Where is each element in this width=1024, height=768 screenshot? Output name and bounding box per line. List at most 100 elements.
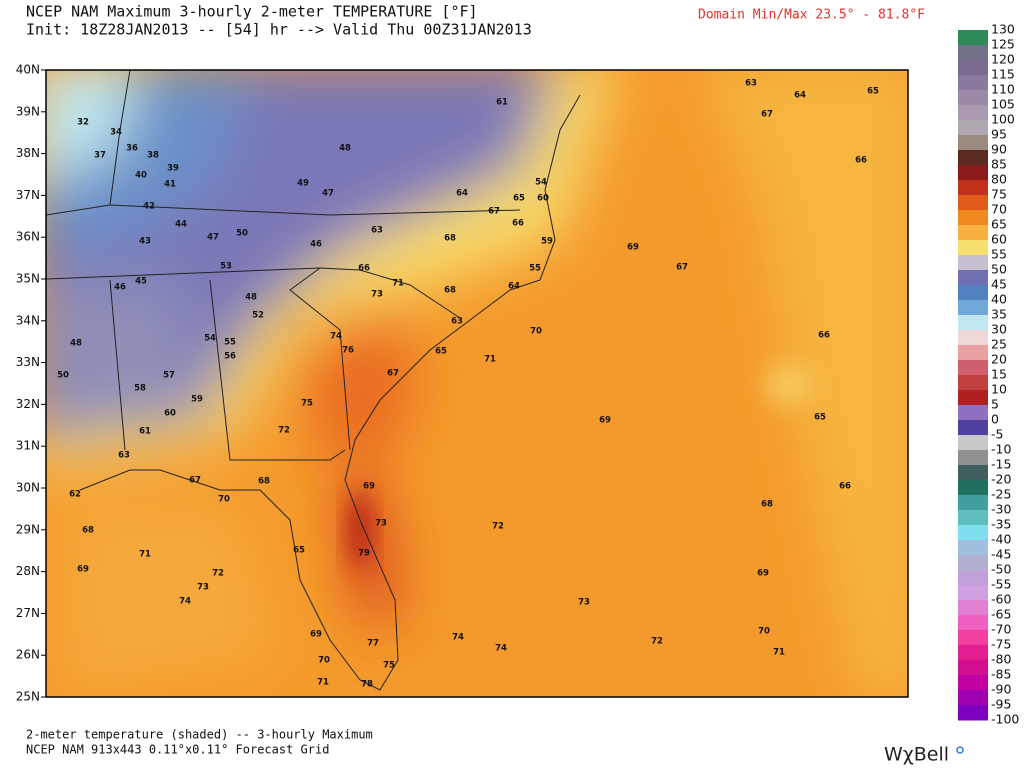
colorbar-label: -85 xyxy=(991,667,1011,682)
station-value: 57 xyxy=(163,371,175,381)
station-value: 61 xyxy=(139,427,151,437)
lat-label: 35N xyxy=(16,272,40,286)
station-value: 41 xyxy=(164,180,176,190)
colorbar-swatch xyxy=(958,360,988,376)
colorbar-swatch xyxy=(958,555,988,571)
station-value: 71 xyxy=(139,550,151,560)
lat-label: 39N xyxy=(16,104,40,118)
colorbar-swatch xyxy=(958,330,988,346)
colorbar-label: 35 xyxy=(991,307,1007,322)
lat-label: 36N xyxy=(16,230,40,244)
station-value: 68 xyxy=(761,500,773,510)
station-value: 48 xyxy=(339,144,351,154)
colorbar-swatch xyxy=(958,105,988,121)
station-value: 50 xyxy=(57,371,69,381)
logo: WχBell xyxy=(884,744,949,766)
colorbar-swatch xyxy=(958,120,988,136)
title: NCEP NAM Maximum 3-hourly 2-meter TEMPER… xyxy=(26,3,478,21)
colorbar-swatch xyxy=(958,165,988,181)
colorbar-swatch xyxy=(958,345,988,361)
colorbar-swatch xyxy=(958,135,988,151)
colorbar-swatch xyxy=(958,465,988,481)
station-value: 67 xyxy=(761,110,773,120)
lat-label: 40N xyxy=(16,63,40,77)
lat-label: 29N xyxy=(16,522,40,536)
colorbar-swatch xyxy=(958,660,988,676)
lat-label: 27N xyxy=(16,606,40,620)
colorbar-label: 85 xyxy=(991,157,1007,172)
colorbar-swatch xyxy=(958,450,988,466)
subtitle: Init: 18Z28JAN2013 -- [54] hr --> Valid … xyxy=(26,21,532,39)
station-value: 71 xyxy=(317,678,329,688)
station-value: 68 xyxy=(258,477,270,487)
station-value: 72 xyxy=(651,637,663,647)
station-value: 75 xyxy=(301,399,313,409)
station-value: 69 xyxy=(363,482,375,492)
lat-label: 26N xyxy=(16,648,40,662)
station-value: 74 xyxy=(179,597,191,607)
station-value: 71 xyxy=(392,279,404,289)
station-value: 48 xyxy=(70,339,82,349)
colorbar-label: 25 xyxy=(991,337,1007,352)
colorbar-label: 130 xyxy=(991,22,1015,37)
station-value: 48 xyxy=(245,293,257,303)
colorbar-swatch xyxy=(958,375,988,391)
station-value: 77 xyxy=(367,639,379,649)
station-value: 38 xyxy=(147,151,159,161)
colorbar-swatch xyxy=(958,30,988,46)
colorbar-label: 95 xyxy=(991,127,1007,142)
colorbar-label: 20 xyxy=(991,352,1007,367)
colorbar-swatch xyxy=(958,510,988,526)
station-value: 70 xyxy=(218,495,230,505)
map-frame xyxy=(45,69,909,698)
colorbar-swatch xyxy=(958,435,988,451)
station-value: 32 xyxy=(77,118,89,128)
colorbar-label: -50 xyxy=(991,562,1011,577)
colorbar-label: 15 xyxy=(991,367,1007,382)
station-value: 68 xyxy=(444,286,456,296)
station-value: 69 xyxy=(77,565,89,575)
colorbar-label: -70 xyxy=(991,622,1011,637)
station-value: 69 xyxy=(599,416,611,426)
colorbar-label: -40 xyxy=(991,532,1011,547)
colorbar-label: -65 xyxy=(991,607,1011,622)
station-value: 71 xyxy=(484,355,496,365)
station-value: 66 xyxy=(855,156,867,166)
colorbar-swatch xyxy=(958,630,988,646)
colorbar-label: 0 xyxy=(991,412,999,427)
colorbar-label: -55 xyxy=(991,577,1011,592)
station-value: 59 xyxy=(541,237,553,247)
colorbar-label: 60 xyxy=(991,232,1007,247)
station-value: 60 xyxy=(164,409,176,419)
footer-line1: 2-meter temperature (shaded) -- 3-hourly… xyxy=(26,728,373,742)
lat-label: 34N xyxy=(16,313,40,327)
station-value: 70 xyxy=(318,656,330,666)
station-value: 66 xyxy=(358,264,370,274)
station-value: 36 xyxy=(126,144,138,154)
colorbar-swatch xyxy=(958,315,988,331)
station-value: 59 xyxy=(191,395,203,405)
colorbar-label: 50 xyxy=(991,262,1007,277)
station-value: 72 xyxy=(278,426,290,436)
colorbar-swatch xyxy=(958,60,988,76)
lat-label: 33N xyxy=(16,355,40,369)
station-value: 65 xyxy=(814,413,826,423)
colorbar-label: 45 xyxy=(991,277,1007,292)
colorbar-label: 80 xyxy=(991,172,1007,187)
colorbar-label: -80 xyxy=(991,652,1011,667)
station-value: 65 xyxy=(435,347,447,357)
lat-label: 30N xyxy=(16,481,40,495)
station-value: 47 xyxy=(207,233,219,243)
station-value: 50 xyxy=(236,229,248,239)
colorbar-label: -75 xyxy=(991,637,1011,652)
station-value: 73 xyxy=(197,583,209,593)
colorbar-label: 105 xyxy=(991,97,1015,112)
station-value: 73 xyxy=(375,519,387,529)
colorbar-swatch xyxy=(958,585,988,601)
station-value: 42 xyxy=(143,202,155,212)
station-value: 40 xyxy=(135,171,147,181)
colorbar-label: 120 xyxy=(991,52,1015,67)
colorbar-swatch xyxy=(958,495,988,511)
colorbar-swatch xyxy=(958,150,988,166)
